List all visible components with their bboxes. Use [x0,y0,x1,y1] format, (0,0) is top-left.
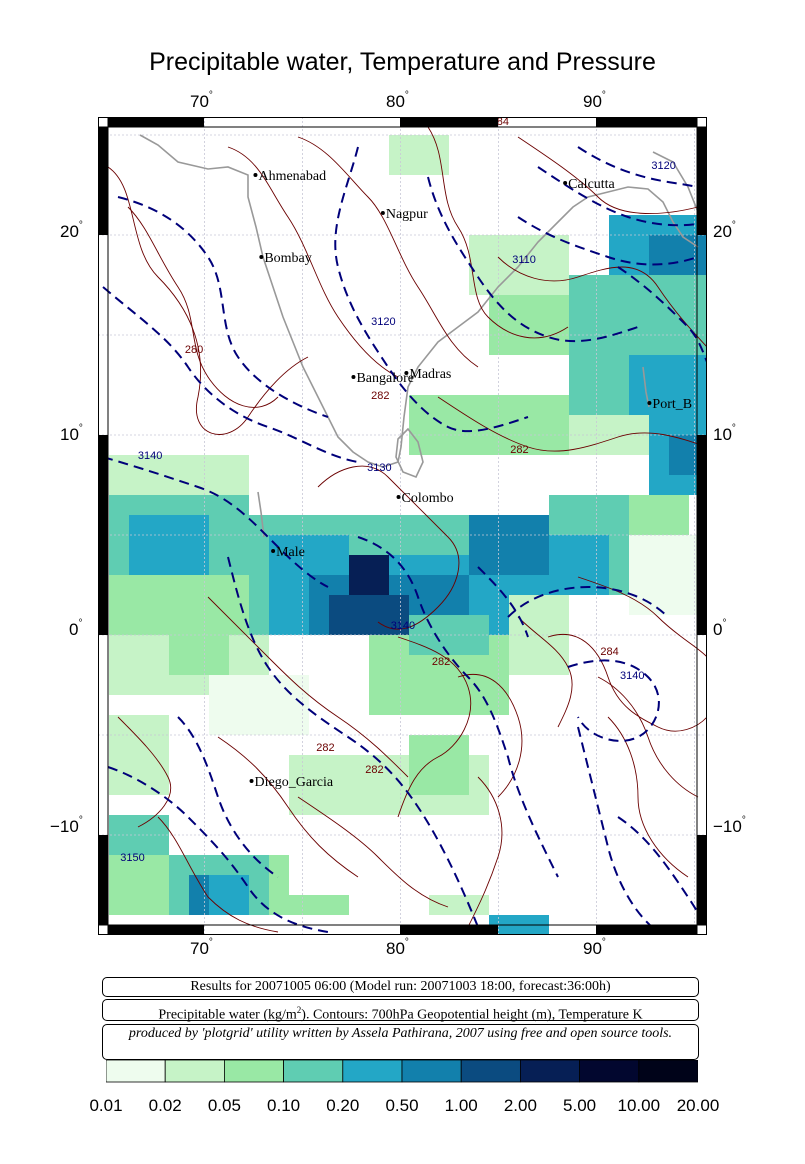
variables-text-pre: Precipitable water (kg/m [158,1007,297,1023]
height-contours [102,146,707,933]
city-marker [259,255,264,259]
colorbar-label: 0.02 [148,1096,182,1115]
city-marker [404,371,409,375]
lon-tick-top-70: 70° [190,90,213,111]
city-marker [253,173,258,177]
variables-text-post: ). Contours: 700hPa Geopotential height … [301,1007,643,1023]
lon-tick-bottom-90: 90° [583,937,606,958]
colorbar-label: 5.00 [563,1096,597,1115]
height-contour-label: 3110 [512,254,536,266]
colorbar-swatch [579,1060,640,1083]
colorbar-label: 0.05 [207,1096,241,1115]
lat-tick-right-20: 20° [713,220,736,241]
height-contour-label: 3120 [651,160,675,172]
city-marker [647,401,652,405]
lon-tick-top-80: 80° [386,90,409,111]
colorbar-label: 0.20 [326,1096,360,1115]
colorbar-swatch [342,1060,403,1083]
city-label: Male [276,545,305,560]
colorbar-label: 1.00 [444,1096,478,1115]
temperature-contour-label: 282 [510,444,528,456]
lat-tick-left-minus10: −10° [50,815,83,836]
city-label: Colombo [402,491,454,506]
city-label: Ahmenabad [258,169,326,184]
variables-text-sup: 2 [296,1005,302,1015]
lat-tick-left-10: 10° [60,423,83,444]
colorbar-label: 10.00 [617,1096,661,1115]
city-label: Bangalore [356,371,414,386]
temperature-contour-label: 284 [491,117,509,128]
city-marker [271,549,276,553]
city-label: Diego_Garcia [255,775,334,790]
colorbar-swatch [106,1060,166,1083]
colorbar [106,1060,698,1083]
lat-tick-right-minus10: −10° [713,815,746,836]
temperature-contour-label: 282 [316,742,334,754]
lat-tick-left-20: 20° [60,220,83,241]
colorbar-label: 20.00 [676,1096,720,1115]
colorbar-label: 0.01 [89,1096,123,1115]
city-marker [351,375,356,379]
colorbar-swatch [283,1060,344,1083]
lon-tick-top-90: 90° [583,90,606,111]
temperature-contour-label: 280 [185,344,203,356]
height-contour-label: 3140 [138,450,162,462]
lon-tick-bottom-70: 70° [190,937,213,958]
city-label: Madras [409,367,451,382]
height-contour-label: 3120 [371,316,395,328]
lat-tick-right-10: 10° [713,423,736,444]
model-run-info: Results for 20071005 06:00 (Model run: 2… [102,977,699,997]
city-label: Bombay [264,251,311,266]
colorbar-label: 2.00 [503,1096,537,1115]
city-marker [396,495,401,499]
colorbar-label: 0.50 [385,1096,419,1115]
height-contour-label: 3140 [620,670,644,682]
temperature-contour-label: 284 [600,646,618,658]
graticule [98,117,707,935]
map-frame [98,117,707,935]
height-contour-label: 3150 [120,852,144,864]
lat-tick-left-0: 0° [69,618,83,639]
colorbar-swatch [164,1060,225,1083]
colorbar-label: 0.10 [267,1096,301,1115]
height-contour-label: 3140 [391,620,415,632]
temperature-contour-label: 282 [371,390,389,402]
colorbar-swatch [519,1060,580,1083]
temperature-contour-label: 282 [432,656,450,668]
lat-tick-right-0: 0° [713,618,727,639]
city-markers: AhmenabadCalcuttaNagpurBombayBangaloreMa… [249,169,692,790]
colorbar-swatch [460,1060,521,1083]
city-marker [563,181,568,185]
colorbar-swatch [224,1060,285,1083]
city-label: Nagpur [386,207,428,222]
map-title: Precipitable water, Temperature and Pres… [149,48,656,76]
city-label: Port_B [652,397,692,412]
city-marker [380,211,385,215]
height-contour-label: 3130 [367,462,391,474]
lon-tick-bottom-80: 80° [386,937,409,958]
city-marker [249,779,254,783]
colorbar-swatch [638,1060,698,1083]
variables-info: Precipitable water (kg/m2). Contours: 70… [102,999,699,1023]
temperature-contour-label: 282 [365,764,383,776]
city-label: Calcutta [568,177,615,192]
colorbar-swatch [401,1060,462,1083]
credit-info: produced by 'plotgrid' utility written b… [102,1024,699,1060]
